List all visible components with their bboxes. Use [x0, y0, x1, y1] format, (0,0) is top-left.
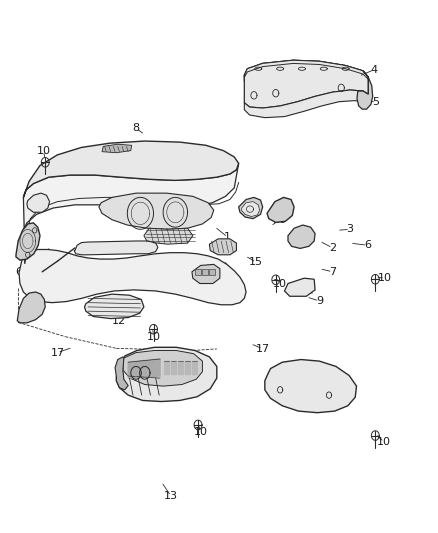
Polygon shape: [85, 294, 144, 319]
Text: 13: 13: [164, 491, 178, 501]
Text: 3: 3: [346, 224, 353, 235]
Polygon shape: [244, 60, 368, 108]
Polygon shape: [267, 197, 294, 222]
Text: 11: 11: [339, 384, 353, 394]
Polygon shape: [185, 361, 190, 374]
Polygon shape: [74, 241, 158, 255]
Polygon shape: [102, 144, 132, 153]
Polygon shape: [202, 269, 208, 275]
Text: 4: 4: [371, 65, 378, 75]
Polygon shape: [170, 361, 176, 374]
Text: 2: 2: [329, 243, 336, 253]
Polygon shape: [265, 360, 357, 413]
Polygon shape: [244, 60, 368, 79]
Polygon shape: [244, 60, 368, 82]
Polygon shape: [239, 197, 263, 219]
Text: 10: 10: [194, 427, 208, 438]
Text: 7: 7: [329, 267, 336, 277]
Text: 18: 18: [208, 292, 222, 302]
Polygon shape: [288, 225, 315, 248]
Text: 17: 17: [256, 344, 270, 354]
Polygon shape: [192, 264, 220, 284]
Polygon shape: [195, 269, 201, 275]
Text: 10: 10: [146, 332, 160, 342]
Polygon shape: [244, 90, 368, 118]
Polygon shape: [285, 278, 315, 296]
Text: 8: 8: [132, 123, 140, 133]
Text: 6: 6: [364, 240, 371, 250]
Polygon shape: [192, 361, 197, 374]
Polygon shape: [23, 141, 239, 197]
Text: 9: 9: [316, 296, 323, 306]
Polygon shape: [117, 348, 217, 401]
Polygon shape: [115, 357, 128, 390]
Polygon shape: [21, 164, 239, 251]
Polygon shape: [19, 249, 246, 305]
Text: 10: 10: [378, 273, 392, 283]
Text: 10: 10: [377, 437, 391, 447]
Polygon shape: [178, 361, 183, 374]
Polygon shape: [99, 193, 214, 229]
Text: 12: 12: [112, 316, 126, 326]
Polygon shape: [16, 223, 40, 260]
Polygon shape: [128, 359, 160, 378]
Polygon shape: [357, 71, 373, 109]
Polygon shape: [209, 239, 237, 255]
Polygon shape: [144, 228, 193, 244]
Polygon shape: [209, 269, 215, 275]
Text: 10: 10: [36, 146, 50, 156]
Text: 14: 14: [137, 261, 151, 270]
Polygon shape: [242, 201, 260, 216]
Polygon shape: [123, 351, 202, 386]
Text: 5: 5: [373, 96, 380, 107]
Polygon shape: [27, 193, 49, 212]
Polygon shape: [164, 361, 169, 374]
Text: 6: 6: [15, 267, 22, 277]
Text: 15: 15: [249, 257, 263, 267]
Text: 10: 10: [273, 279, 287, 288]
Text: 17: 17: [50, 348, 64, 358]
Text: 1: 1: [224, 232, 231, 243]
Text: 16: 16: [273, 215, 287, 225]
Polygon shape: [17, 292, 45, 323]
